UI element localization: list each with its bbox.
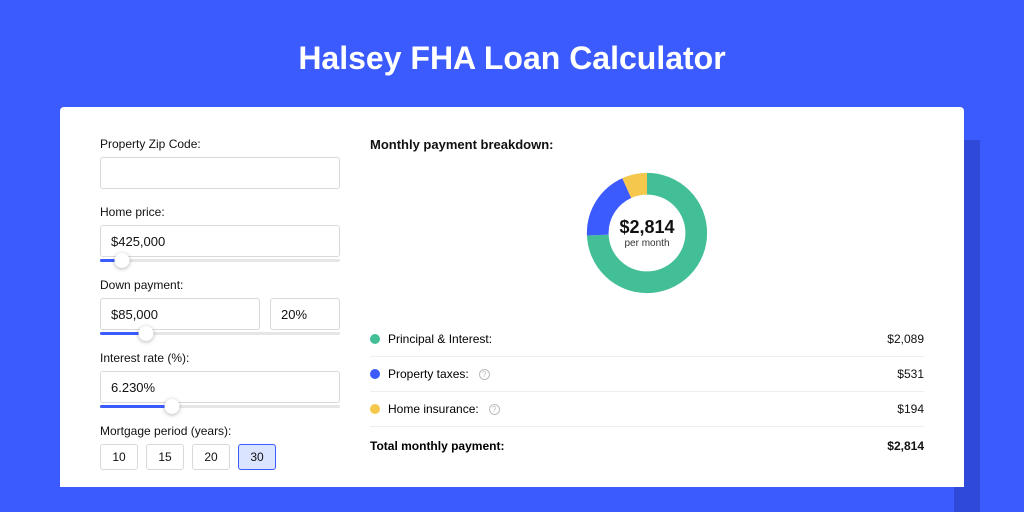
down-payment-amount-input[interactable]: [100, 298, 260, 330]
home-price-slider[interactable]: [100, 259, 340, 262]
page-root: Halsey FHA Loan Calculator Property Zip …: [0, 0, 1024, 512]
period-button-20[interactable]: 20: [192, 444, 230, 470]
legend-row: Principal & Interest: $2,089: [370, 322, 924, 357]
mortgage-period-label: Mortgage period (years):: [100, 424, 340, 438]
calculator-card: Property Zip Code: Home price: Down paym…: [60, 107, 964, 487]
zip-input[interactable]: [100, 157, 340, 189]
breakdown-column: Monthly payment breakdown: $2,814 per mo…: [370, 137, 924, 487]
payment-donut-chart: $2,814 per month: [582, 168, 712, 298]
donut-center-value: $2,814: [619, 217, 674, 238]
info-icon[interactable]: ?: [489, 404, 500, 415]
zip-label: Property Zip Code:: [100, 137, 340, 151]
period-button-10[interactable]: 10: [100, 444, 138, 470]
legend-label: Home insurance:: [388, 402, 479, 416]
legend-value: $2,089: [887, 332, 924, 346]
down-payment-slider[interactable]: [100, 332, 340, 335]
donut-center-sub: per month: [624, 238, 669, 249]
legend-left: Home insurance:?: [370, 402, 500, 416]
legend-row: Property taxes:? $531: [370, 357, 924, 392]
page-title: Halsey FHA Loan Calculator: [0, 0, 1024, 107]
donut-container: $2,814 per month: [370, 168, 924, 298]
legend-label: Property taxes:: [388, 367, 469, 381]
info-icon[interactable]: ?: [479, 369, 490, 380]
home-price-label: Home price:: [100, 205, 340, 219]
legend-dot: [370, 369, 380, 379]
legend-label: Principal & Interest:: [388, 332, 492, 346]
total-row: Total monthly payment: $2,814: [370, 427, 924, 463]
interest-rate-slider-thumb[interactable]: [165, 399, 180, 414]
legend-left: Principal & Interest:: [370, 332, 492, 346]
interest-rate-block: Interest rate (%):: [100, 351, 340, 408]
breakdown-title: Monthly payment breakdown:: [370, 137, 924, 152]
down-payment-label: Down payment:: [100, 278, 340, 292]
home-price-slider-thumb[interactable]: [114, 253, 129, 268]
interest-rate-slider[interactable]: [100, 405, 340, 408]
period-button-15[interactable]: 15: [146, 444, 184, 470]
down-payment-slider-thumb[interactable]: [138, 326, 153, 341]
total-label: Total monthly payment:: [370, 439, 504, 453]
form-column: Property Zip Code: Home price: Down paym…: [100, 137, 340, 487]
period-button-30[interactable]: 30: [238, 444, 276, 470]
interest-rate-input[interactable]: [100, 371, 340, 403]
interest-rate-label: Interest rate (%):: [100, 351, 340, 365]
legend-dot: [370, 334, 380, 344]
legend-value: $531: [897, 367, 924, 381]
home-price-block: Home price:: [100, 205, 340, 262]
donut-center: $2,814 per month: [582, 168, 712, 298]
home-price-input[interactable]: [100, 225, 340, 257]
legend-dot: [370, 404, 380, 414]
mortgage-period-options: 10 15 20 30: [100, 444, 340, 470]
mortgage-period-block: Mortgage period (years): 10 15 20 30: [100, 424, 340, 470]
down-payment-block: Down payment:: [100, 278, 340, 335]
legend-left: Property taxes:?: [370, 367, 490, 381]
legend-row: Home insurance:? $194: [370, 392, 924, 427]
interest-rate-slider-fill: [100, 405, 172, 408]
zip-field-block: Property Zip Code:: [100, 137, 340, 189]
legend-value: $194: [897, 402, 924, 416]
total-value: $2,814: [887, 439, 924, 453]
down-payment-percent-input[interactable]: [270, 298, 340, 330]
legend-list: Principal & Interest: $2,089 Property taxe…: [370, 322, 924, 427]
